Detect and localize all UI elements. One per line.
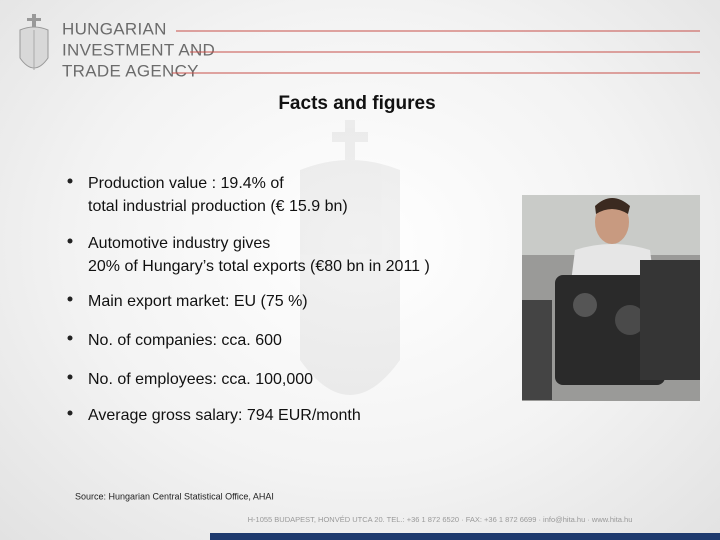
slide-title: Facts and figures <box>278 93 435 114</box>
bullet-dot <box>67 374 73 380</box>
logo-text: TRADE AGENCY <box>62 61 199 80</box>
bullet-text: Production value : 19.4% of <box>88 175 284 192</box>
bullet-dot <box>67 238 73 244</box>
logo-text: HUNGARIAN <box>62 19 167 38</box>
logo-text: INVESTMENT AND <box>62 40 215 59</box>
bullet-dot <box>67 335 73 341</box>
bullet-text: 20% of Hungary’s total exports (€80 bn i… <box>88 258 430 275</box>
bullet-text: No. of companies: cca. 600 <box>88 332 282 349</box>
footer-address: H-1055 BUDAPEST, HONVÉD UTCA 20. TEL.: +… <box>248 515 633 524</box>
bullet-text: Main export market: EU (75 %) <box>88 293 308 310</box>
bullet-text: Average gross salary: 794 EUR/month <box>88 407 361 424</box>
photo <box>522 195 700 401</box>
watermark-crest <box>300 120 400 395</box>
footer-bar <box>210 533 720 540</box>
logo-crest <box>19 14 49 70</box>
bullet-dot <box>67 410 73 416</box>
bullet-text: No. of employees: cca. 100,000 <box>88 371 313 388</box>
bullet-dot <box>67 296 73 302</box>
bullet-list: Production value : 19.4% of total industr… <box>67 175 430 424</box>
bullet-text: total industrial production (€ 15.9 bn) <box>88 198 348 215</box>
source-note: Source: Hungarian Central Statistical Of… <box>75 491 274 501</box>
bullet-text: Automotive industry gives <box>88 235 270 252</box>
bullet-dot <box>67 178 73 184</box>
